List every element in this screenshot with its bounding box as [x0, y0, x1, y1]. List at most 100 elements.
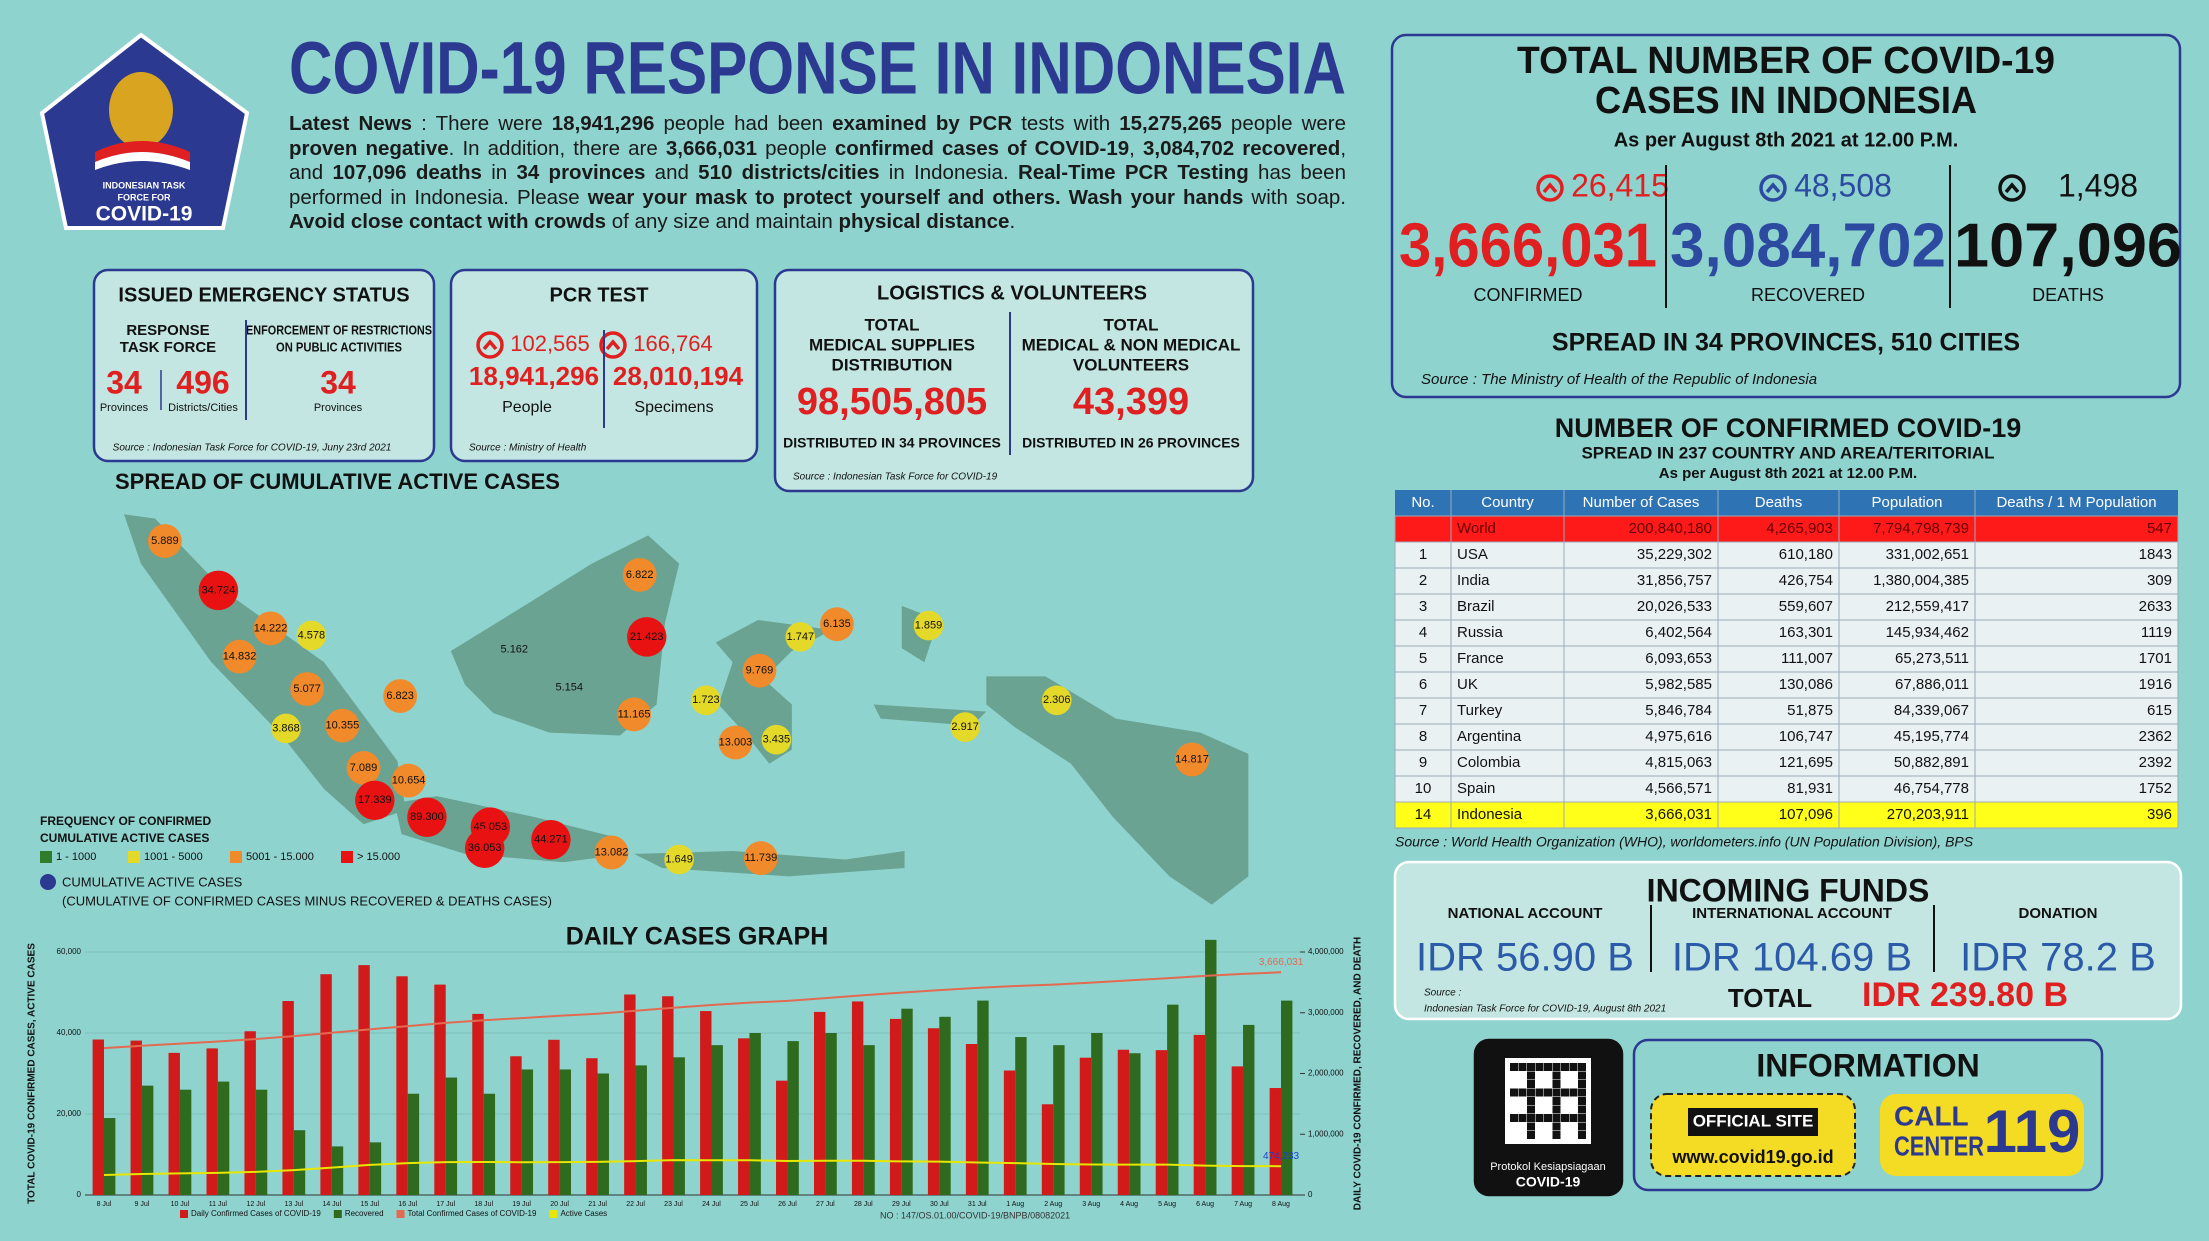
bar: [559, 1069, 571, 1195]
x-tick-label: 28 Jul: [854, 1201, 873, 1208]
bar: [331, 1146, 344, 1195]
qr-cell: [1569, 1114, 1578, 1122]
news-text: people: [757, 136, 835, 160]
bar: [738, 1038, 750, 1195]
map-marker-label: 14.817: [1175, 753, 1209, 765]
bar: [407, 1093, 420, 1195]
label: TOTAL: [1103, 315, 1158, 334]
increase-value: 1,498: [2058, 167, 2138, 203]
qr-cell: [1552, 1114, 1561, 1122]
qr-cell: [1569, 1063, 1578, 1071]
map-marker-label: 9.769: [746, 665, 774, 677]
table-cell: 1701: [2139, 650, 2172, 667]
bar: [244, 1031, 256, 1195]
panel-title: LOGISTICS & VOLUNTEERS: [877, 282, 1147, 304]
bar: [1091, 1033, 1103, 1195]
qr-cell: [1578, 1063, 1586, 1071]
map-marker: [743, 841, 778, 875]
table-cell: 1,380,004,385: [1873, 572, 1969, 589]
map-marker-label: 10.355: [326, 720, 360, 732]
bar: [521, 1069, 534, 1195]
bar: [586, 1058, 598, 1195]
bar: [965, 1043, 978, 1195]
x-tick-label: 26 Jul: [778, 1201, 797, 1208]
news-text: with soap.: [1243, 185, 1347, 209]
qr-cell: [1518, 1088, 1527, 1097]
news-text: proven negative: [289, 136, 449, 160]
stat-unit: Specimens: [634, 399, 713, 416]
island: [986, 676, 1249, 905]
table-cell: 81,931: [1787, 780, 1833, 797]
bar: [445, 1077, 458, 1195]
bar: [662, 996, 674, 1195]
news-text: examined by PCR: [832, 112, 1013, 135]
column-header: Deaths: [1755, 494, 1803, 511]
bar: [1205, 939, 1217, 1195]
legend-label: Daily Confirmed Cases of COVID-19: [191, 1209, 321, 1218]
table-cell: Indonesia: [1457, 806, 1523, 823]
table-cell: 610,180: [1779, 546, 1833, 563]
legend-label: 1 - 1000: [56, 851, 96, 863]
news-text: .: [1009, 210, 1016, 233]
map-marker-label: 11.165: [618, 708, 651, 720]
news-text: 3,666,031: [665, 136, 758, 160]
map-marker-label: 6.823: [386, 690, 414, 702]
bar: [711, 1045, 723, 1195]
y-axis-title: TOTAL COVID-19 CONFIRMED CASES, ACTIVE C…: [27, 943, 38, 1204]
x-tick-label: 23 Jul: [664, 1201, 683, 1208]
map-marker: [497, 632, 532, 667]
news-text: in: [481, 161, 517, 184]
table-cell: 3: [1419, 598, 1427, 615]
qr-cell: [1552, 1131, 1561, 1139]
stat-value: 34: [320, 364, 356, 400]
bar: [851, 1001, 864, 1195]
island: [123, 514, 406, 825]
x-tick-label: 22 Jul: [626, 1201, 645, 1208]
bar: [1079, 1057, 1092, 1195]
map-marker: [407, 797, 447, 837]
data-label: 3,666,031: [1259, 957, 1304, 968]
table-row: [1394, 671, 2179, 699]
map-marker: [594, 835, 629, 870]
bar: [255, 1089, 268, 1195]
qr-cell: [1518, 1114, 1527, 1122]
legend-swatch: [40, 851, 52, 863]
legend-swatch: [549, 1210, 558, 1218]
table-cell: 270,203,911: [1887, 806, 1969, 823]
bar: [168, 1052, 180, 1195]
page-title: COVID-19 RESPONSE IN INDONESIA: [289, 27, 1346, 110]
map-marker: [691, 685, 721, 716]
total-value: 3,666,031: [1399, 211, 1657, 280]
qr-cell: [1527, 1131, 1535, 1139]
news-text: Real-Time PCR Testing: [1017, 161, 1249, 184]
y2-axis-title: DAILY COVID-19 CONFIRMED, RECOVERED, AND…: [1353, 937, 1364, 1210]
bar: [206, 1048, 218, 1195]
x-tick-label: 3 Aug: [1082, 1201, 1100, 1208]
map-marker: [271, 713, 301, 744]
news-text: Latest News: [289, 112, 413, 135]
x-tick-label: 18 Jul: [474, 1201, 493, 1208]
qr-caption: Protokol Kesiapsiagaan: [1490, 1161, 1606, 1173]
qr-cell: [1552, 1088, 1561, 1097]
bar: [217, 1081, 230, 1195]
bar: [483, 1093, 496, 1195]
legend-swatch: [333, 1210, 342, 1218]
legend-label: 5001 - 15.000: [246, 851, 314, 863]
map-marker-label: 1.747: [787, 631, 815, 643]
bar: [282, 1001, 294, 1195]
map-marker-label: 44.271: [534, 834, 568, 846]
increase-value: 102,565: [510, 331, 590, 356]
qr-cell: [1510, 1088, 1518, 1097]
source: Source : World Health Organization (WHO)…: [1395, 834, 1974, 850]
map-marker-label: 1.723: [692, 694, 720, 706]
logo-text: COVID-19: [96, 203, 193, 226]
total-label: TOTAL: [1728, 983, 1812, 1013]
y-tick-label: 60,000: [57, 947, 82, 956]
table-cell: 1916: [2139, 676, 2172, 693]
total-value: 3,084,702: [1670, 211, 1946, 280]
qr-cell: [1552, 1071, 1561, 1080]
x-tick-label: 2 Aug: [1044, 1201, 1062, 1208]
stat-value: 28,010,194: [613, 361, 744, 391]
